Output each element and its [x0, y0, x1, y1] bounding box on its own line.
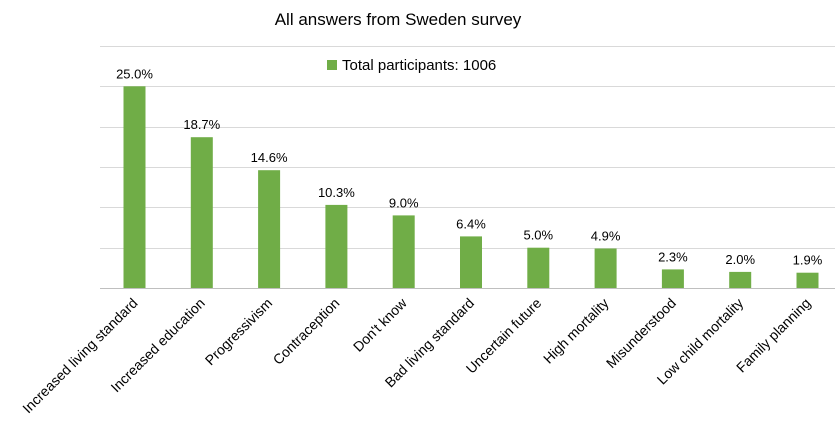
- bar: [190, 137, 213, 288]
- data-label: 5.0%: [523, 228, 553, 243]
- bars: [123, 86, 819, 288]
- data-label: 1.9%: [793, 253, 823, 268]
- category-tick-label: Don't know: [350, 294, 411, 355]
- bar: [123, 86, 146, 288]
- bar: [258, 170, 281, 288]
- data-label: 2.0%: [725, 252, 755, 267]
- bar: [729, 271, 752, 288]
- data-labels: 25.0% 18.7% 14.6% 10.3% 9.0% 6.4% 5.0% 4.9% 2.3%…: [116, 66, 823, 267]
- data-label: 6.4%: [456, 216, 486, 231]
- bar: [594, 248, 617, 288]
- bar: [392, 215, 415, 288]
- category-tick-label: Increased living standard: [19, 295, 140, 416]
- bar: [460, 236, 482, 288]
- data-label: 18.7%: [183, 117, 220, 132]
- category-tick-label: High mortality: [540, 295, 612, 367]
- data-label: 10.3%: [318, 185, 355, 200]
- bar: [527, 247, 550, 288]
- bar: [325, 204, 348, 288]
- category-tick-label: Contraception: [270, 295, 343, 368]
- legend: Total participants: 1006: [327, 57, 496, 74]
- gridlines: [100, 46, 835, 289]
- data-label: 4.9%: [591, 229, 621, 244]
- data-label: 25.0%: [116, 66, 153, 81]
- data-label: 2.3%: [658, 249, 688, 264]
- category-tick-label: Misunderstood: [603, 295, 679, 371]
- data-label: 9.0%: [389, 195, 419, 210]
- data-label: 14.6%: [251, 150, 288, 165]
- bar: [796, 272, 819, 288]
- category-tick-label: Progressivism: [202, 295, 275, 368]
- legend-label: Total participants: 1006: [342, 57, 496, 74]
- legend-swatch: [327, 60, 337, 70]
- chart-title: All answers from Sweden survey: [275, 10, 522, 29]
- bar: [661, 269, 684, 288]
